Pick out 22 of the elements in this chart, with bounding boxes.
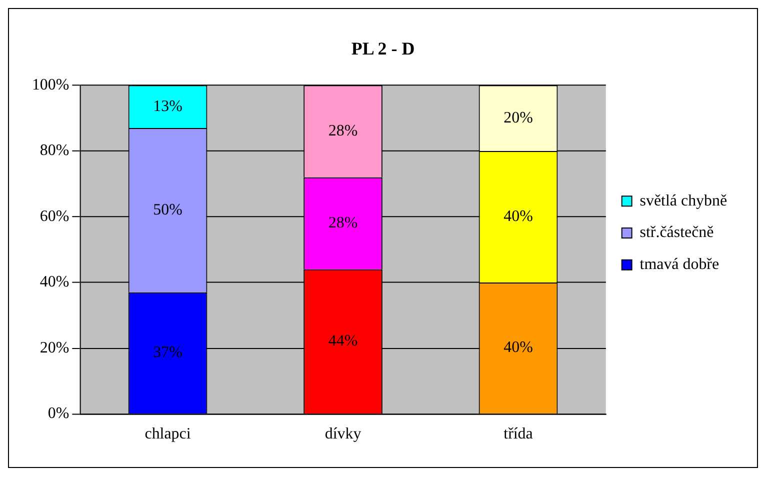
legend-label: stř.částečně [640,224,714,242]
data-label: 20% [504,109,533,126]
data-label: 44% [328,332,358,350]
x-tick-label: třída [504,426,533,443]
y-tick-label: 60% [40,208,70,225]
y-tick-label: 40% [40,274,70,291]
data-label: 37% [153,344,182,362]
data-label: 13% [153,98,182,115]
y-tick-label: 100% [32,76,70,94]
x-tick-label: chlapci [144,426,192,443]
y-tick-label: 20% [40,339,70,356]
legend-label: tmavá dobře [640,256,720,274]
x-tick-label: dívky [324,426,362,443]
chart-title: PL 2 - D [351,38,415,58]
data-label: 40% [504,208,533,225]
data-label: 28% [328,214,358,232]
data-label: 40% [504,339,533,356]
legend-label: světlá chybně [640,192,728,210]
y-tick-label: 0% [48,405,70,422]
data-label: 50% [153,201,182,218]
data-label: 28% [328,122,358,140]
y-tick-label: 80% [40,142,70,160]
